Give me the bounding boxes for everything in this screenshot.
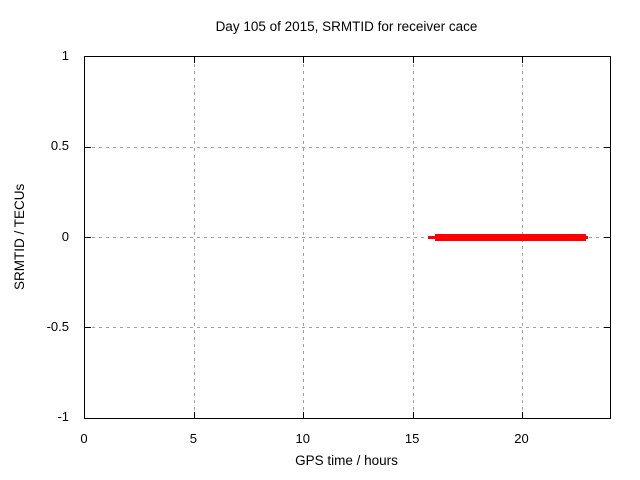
x-tick-bottom (412, 412, 414, 418)
x-tick-label: 0 (80, 431, 88, 446)
y-tick-label: -0.5 (46, 318, 69, 334)
x-tick-top (412, 57, 414, 63)
data-line-segment (435, 234, 586, 241)
data-line-segment (428, 236, 435, 239)
h-gridline (85, 237, 610, 238)
y-tick-label: 1 (61, 48, 69, 63)
x-axis-label: GPS time / hours (295, 453, 398, 468)
x-tick-label: 10 (295, 431, 310, 446)
chart-title: Day 105 of 2015, SRMTID for receiver cac… (215, 19, 478, 34)
data-line-segment (585, 236, 589, 239)
y-tick-left (85, 146, 91, 148)
x-tick-bottom (522, 412, 523, 418)
h-gridline (85, 327, 610, 329)
h-gridline (85, 146, 610, 148)
y-tick-right (604, 146, 610, 148)
y-tick-right (604, 327, 610, 329)
y-tick-left (85, 237, 91, 238)
y-tick-label: -1 (57, 409, 69, 424)
y-tick-right (604, 237, 610, 238)
x-tick-bottom (193, 412, 195, 418)
x-tick-label: 15 (404, 431, 420, 446)
y-tick-label: 0.5 (50, 138, 69, 154)
x-tick-top (193, 57, 195, 63)
x-tick-label: 20 (514, 431, 529, 446)
y-tick-label: 0 (61, 228, 69, 244)
y-tick-left (85, 327, 91, 329)
x-tick-top (522, 57, 523, 63)
x-tick-bottom (303, 412, 305, 418)
x-tick-top (303, 57, 305, 63)
plot-area (84, 56, 611, 419)
x-tick-label: 5 (189, 431, 197, 446)
